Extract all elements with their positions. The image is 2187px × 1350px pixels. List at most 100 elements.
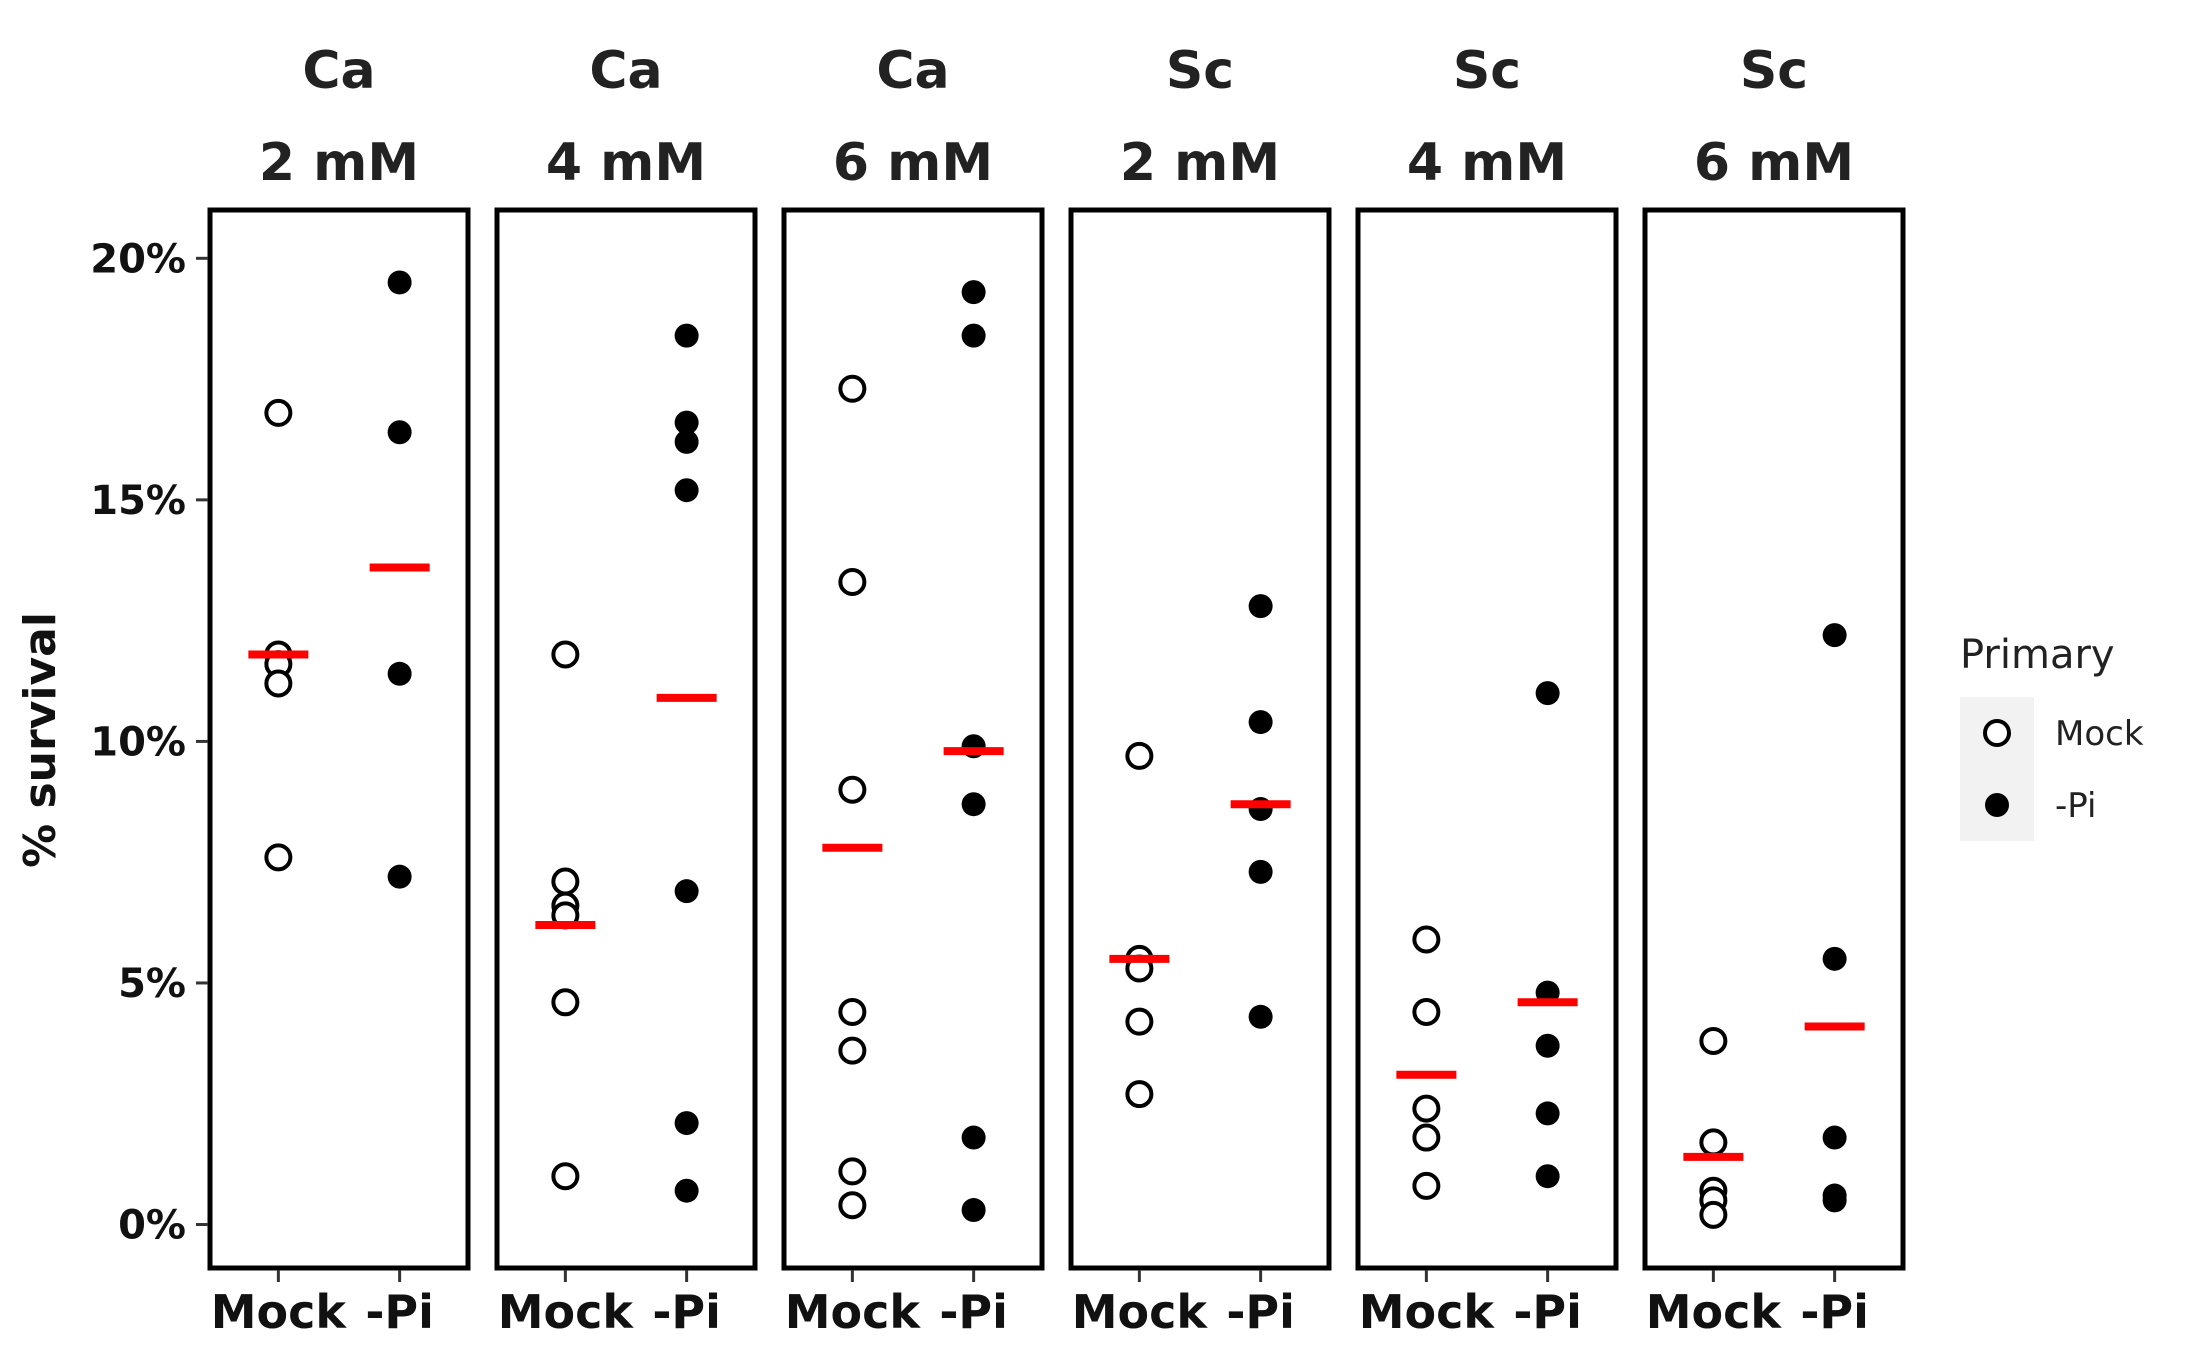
point-pi <box>387 661 412 686</box>
point-mock <box>264 398 293 427</box>
point-pi <box>674 410 699 435</box>
facet-0: Ca 2 mM Mock -Pi <box>207 41 471 1339</box>
point-pi <box>674 323 699 348</box>
legend-key-pi <box>1985 793 2009 817</box>
facet-3: Sc 2 mM Mock -Pi <box>1068 41 1332 1339</box>
point-mock <box>1125 741 1154 770</box>
point-pi <box>961 323 986 348</box>
point-mock <box>838 775 867 804</box>
point-mock <box>1412 1171 1441 1200</box>
facet-title-line2: 4 mM <box>1407 133 1567 193</box>
x-tick-label-pi: -Pi <box>652 1285 721 1339</box>
facet-title-line1: Sc <box>1740 41 1808 101</box>
point-pi <box>1248 594 1273 619</box>
point-pi <box>1535 1033 1560 1058</box>
point-mock <box>838 374 867 403</box>
point-mock <box>1412 925 1441 954</box>
y-tick-label: 5% <box>118 961 186 1007</box>
point-pi <box>1248 710 1273 735</box>
point-pi <box>1535 1101 1560 1126</box>
x-tick-label-pi: -Pi <box>939 1285 1008 1339</box>
facet-panel-border <box>1642 207 1906 1271</box>
point-pi <box>1822 623 1847 648</box>
y-axis-title: % survival <box>15 612 66 868</box>
point-mock <box>1699 1026 1728 1055</box>
point-mock <box>838 1157 867 1186</box>
point-mock <box>1699 1128 1728 1157</box>
point-mock <box>264 669 293 698</box>
point-pi <box>387 864 412 889</box>
point-pi <box>961 1198 986 1223</box>
facet-title-line1: Sc <box>1166 41 1234 101</box>
facet-title-line2: 2 mM <box>1120 133 1280 193</box>
x-tick-label-mock: Mock <box>1359 1285 1496 1339</box>
facet-title-line2: 4 mM <box>546 133 706 193</box>
legend-label-pi: -Pi <box>2055 786 2096 826</box>
facet-panel-border <box>1068 207 1332 1271</box>
x-tick-label-pi: -Pi <box>1800 1285 1869 1339</box>
point-pi <box>961 280 986 305</box>
facet-title-line2: 6 mM <box>1694 133 1854 193</box>
x-tick-label-pi: -Pi <box>1226 1285 1295 1339</box>
legend-key-background <box>1960 697 2034 841</box>
x-tick-label-mock: Mock <box>498 1285 635 1339</box>
point-mock <box>1699 1200 1728 1229</box>
y-tick-label: 10% <box>90 719 186 765</box>
x-tick-label-mock: Mock <box>211 1285 348 1339</box>
facet-2: Ca 6 mM Mock -Pi <box>781 41 1045 1339</box>
point-pi <box>674 1111 699 1136</box>
facet-5: Sc 6 mM Mock -Pi <box>1642 41 1906 1339</box>
facet-title-line2: 2 mM <box>259 133 419 193</box>
legend-title: Primary <box>1960 632 2115 678</box>
point-pi <box>1822 1188 1847 1213</box>
facet-title-line1: Ca <box>876 41 949 101</box>
point-mock <box>838 1191 867 1220</box>
y-tick-label: 0% <box>118 1203 186 1249</box>
facet-panel-border <box>781 207 1045 1271</box>
point-mock <box>838 1036 867 1065</box>
point-mock <box>1125 1007 1154 1036</box>
facet-panel-border <box>207 207 471 1271</box>
x-tick-label-pi: -Pi <box>365 1285 434 1339</box>
point-pi <box>674 478 699 503</box>
point-mock <box>551 1162 580 1191</box>
point-pi <box>1822 1125 1847 1150</box>
point-pi <box>1248 859 1273 884</box>
legend-label-mock: Mock <box>2055 714 2144 754</box>
facet-4: Sc 4 mM Mock -Pi <box>1355 41 1619 1339</box>
y-axis: 0% 5% 10% 15% 20% <box>90 236 208 1249</box>
point-pi <box>961 792 986 817</box>
point-mock <box>838 567 867 596</box>
point-mock <box>1412 997 1441 1026</box>
point-mock <box>551 867 580 896</box>
x-tick-label-mock: Mock <box>1646 1285 1783 1339</box>
point-pi <box>1535 681 1560 706</box>
y-tick-label: 20% <box>90 236 186 282</box>
point-mock <box>838 997 867 1026</box>
x-tick-label-mock: Mock <box>1072 1285 1209 1339</box>
point-pi <box>674 879 699 904</box>
point-pi <box>674 1178 699 1203</box>
point-mock <box>264 843 293 872</box>
facet-1: Ca 4 mM Mock -Pi <box>494 41 758 1339</box>
legend-key-mock <box>1983 719 2011 747</box>
facet-panel-border <box>494 207 758 1271</box>
y-tick-label: 15% <box>90 478 186 524</box>
facet-title-line1: Ca <box>302 41 375 101</box>
point-pi <box>1822 946 1847 971</box>
point-mock <box>1125 1080 1154 1109</box>
facet-title-line2: 6 mM <box>833 133 993 193</box>
point-mock <box>551 640 580 669</box>
point-pi <box>387 420 412 445</box>
point-pi <box>1248 1004 1273 1029</box>
point-mock <box>1412 1094 1441 1123</box>
facet-panel-border <box>1355 207 1619 1271</box>
legend: Primary Mock -Pi <box>1960 632 2144 841</box>
point-mock <box>1412 1123 1441 1152</box>
point-pi <box>961 1125 986 1150</box>
point-pi <box>387 270 412 295</box>
x-tick-label-pi: -Pi <box>1513 1285 1582 1339</box>
facet-title-line1: Ca <box>589 41 662 101</box>
